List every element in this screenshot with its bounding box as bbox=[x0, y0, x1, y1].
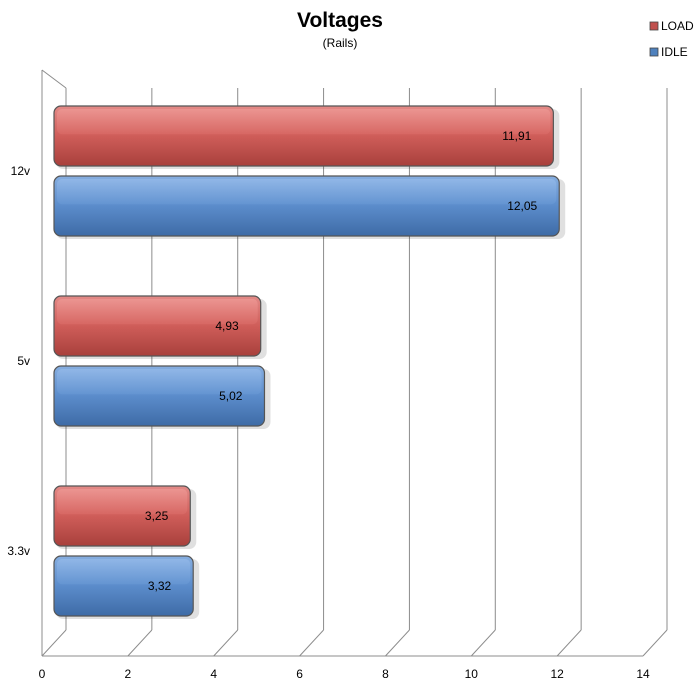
data-labels: 11,91 12,05 4,93 5,02 3,25 3,32 bbox=[145, 129, 538, 593]
bar-highlight bbox=[57, 299, 258, 325]
legend-label-load: LOAD bbox=[661, 19, 694, 33]
bar-highlight bbox=[57, 109, 551, 135]
data-label: 12,05 bbox=[507, 199, 537, 213]
x-tick-label: 2 bbox=[125, 667, 132, 681]
gridline-depth bbox=[642, 629, 668, 657]
x-tick-label: 14 bbox=[636, 667, 650, 681]
wall-edge bbox=[41, 69, 67, 89]
gridline-depth bbox=[213, 629, 239, 657]
gridline-depth bbox=[470, 629, 496, 657]
bar-highlight bbox=[57, 559, 191, 585]
x-tick-label: 8 bbox=[382, 667, 389, 681]
bar-highlight bbox=[57, 179, 557, 205]
x-tick-label: 10 bbox=[465, 667, 479, 681]
data-label: 3,32 bbox=[148, 579, 172, 593]
bar-highlight bbox=[57, 489, 188, 515]
legend-swatch-idle bbox=[649, 47, 659, 57]
x-tick-label: 0 bbox=[39, 667, 46, 681]
x-tick-label: 12 bbox=[550, 667, 564, 681]
legend-swatch-load bbox=[649, 21, 659, 31]
x-axis: 0 2 4 6 8 10 12 14 12v 5v 3.3v bbox=[7, 164, 650, 681]
gridline-depth bbox=[556, 629, 582, 657]
x-tick-label: 6 bbox=[296, 667, 303, 681]
y-category-label: 5v bbox=[17, 354, 30, 368]
data-label: 3,25 bbox=[145, 509, 169, 523]
x-tick-label: 4 bbox=[210, 667, 217, 681]
chart-subtitle: (Rails) bbox=[323, 36, 358, 50]
y-category-label: 3.3v bbox=[7, 544, 30, 558]
gridline-depth bbox=[299, 629, 324, 657]
data-label: 5,02 bbox=[219, 389, 243, 403]
bar-highlight bbox=[57, 369, 262, 395]
y-category-label: 12v bbox=[11, 164, 30, 178]
legend: LOAD IDLE bbox=[649, 19, 694, 59]
data-label: 11,91 bbox=[502, 129, 531, 143]
bars bbox=[53, 105, 566, 619]
gridline-depth bbox=[127, 629, 153, 657]
gridline-depth bbox=[385, 629, 410, 657]
legend-label-idle: IDLE bbox=[661, 45, 688, 59]
chart-title: Voltages bbox=[297, 9, 383, 32]
gridline-depth bbox=[41, 629, 67, 657]
data-label: 4,93 bbox=[215, 319, 239, 333]
